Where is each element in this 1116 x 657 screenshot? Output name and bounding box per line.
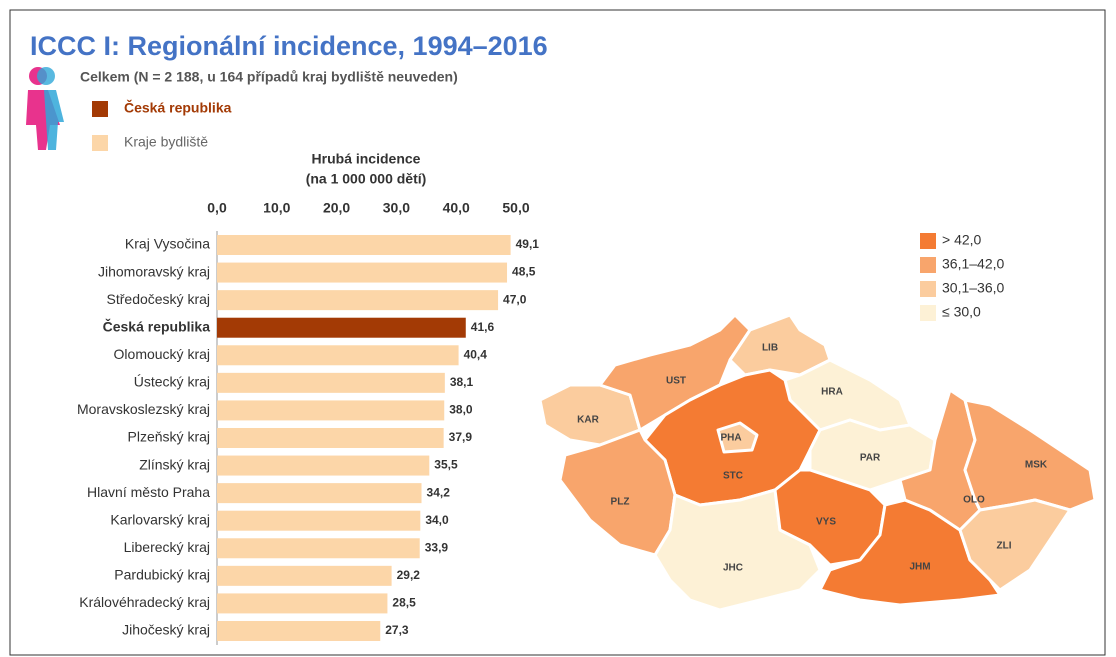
bar	[217, 510, 421, 531]
category-label: Plzeňský kraj	[128, 429, 210, 445]
category-label: Středočeský kraj	[107, 291, 210, 307]
value-label: 38,1	[450, 375, 474, 389]
bar	[217, 620, 381, 641]
region-label: PLZ	[611, 497, 630, 508]
category-label: Zlínský kraj	[139, 456, 210, 472]
region-label: LIB	[762, 343, 778, 354]
map-legend-label: 30,1–36,0	[942, 280, 1004, 296]
category-label: Pardubický kraj	[114, 567, 210, 583]
subtitle: Celkem (N = 2 188, u 164 případů kraj by…	[80, 69, 458, 85]
region-label: STC	[723, 471, 743, 482]
bar	[217, 593, 388, 614]
value-label: 41,6	[471, 320, 495, 334]
bar	[217, 345, 459, 366]
bar	[217, 538, 420, 559]
x-tick-label: 40,0	[443, 200, 470, 216]
category-label: Jihomoravský kraj	[98, 263, 210, 279]
bar	[217, 317, 466, 338]
value-label: 29,2	[397, 568, 421, 582]
category-label: Česká republika	[103, 317, 211, 334]
category-label: Ústecký kraj	[134, 374, 210, 390]
value-label: 35,5	[434, 458, 458, 472]
value-label: 38,0	[449, 403, 473, 417]
bar	[217, 483, 422, 504]
region	[958, 498, 1072, 592]
value-label: 27,3	[385, 623, 409, 637]
map-legend-label: 36,1–42,0	[942, 256, 1004, 272]
value-label: 34,0	[425, 513, 449, 527]
person-icon	[26, 67, 64, 150]
category-label: Moravskoslezský kraj	[77, 401, 210, 417]
bar	[217, 565, 392, 586]
bar	[217, 455, 430, 476]
x-tick-label: 0,0	[207, 200, 227, 216]
value-label: 34,2	[427, 485, 451, 499]
map-legend-label: ≤ 30,0	[942, 304, 981, 320]
value-label: 49,1	[516, 237, 540, 251]
region-label: HRA	[821, 387, 843, 398]
region-label: MSK	[1025, 460, 1048, 471]
bar	[217, 400, 445, 421]
category-label: Liberecký kraj	[124, 539, 210, 555]
category-label: Olomoucký kraj	[114, 346, 210, 362]
region-label: JHM	[909, 562, 930, 573]
map-legend-swatch	[920, 233, 936, 249]
x-tick-label: 20,0	[323, 200, 350, 216]
region-label: VYS	[816, 517, 836, 528]
value-label: 28,5	[392, 596, 416, 610]
category-label: Kraj Vysočina	[125, 236, 210, 252]
region-label: KAR	[577, 415, 599, 426]
axis-title: (na 1 000 000 dětí)	[306, 171, 427, 187]
title: ICCC I: Regionální incidence, 1994–2016	[30, 31, 548, 61]
bar	[217, 262, 508, 283]
category-label: Hlavní město Praha	[87, 484, 210, 500]
region-label: PAR	[860, 453, 881, 464]
map-legend-swatch	[920, 257, 936, 273]
region-label: OLO	[963, 495, 985, 506]
region-label: JHC	[723, 563, 743, 574]
map-legend-label: > 42,0	[942, 232, 982, 248]
axis-title: Hrubá incidence	[312, 151, 421, 167]
bar	[217, 235, 511, 255]
region-label: ZLI	[997, 541, 1012, 552]
bar	[217, 290, 499, 311]
x-tick-label: 10,0	[263, 200, 290, 216]
value-label: 47,0	[503, 292, 527, 306]
value-label: 33,9	[425, 540, 449, 554]
region-label: UST	[666, 376, 686, 387]
region-label: PHA	[720, 433, 741, 444]
x-tick-label: 30,0	[383, 200, 410, 216]
map-legend-swatch	[920, 281, 936, 297]
legend-swatch	[92, 135, 108, 151]
category-label: Jihočeský kraj	[122, 622, 210, 638]
bar	[217, 427, 444, 448]
bar	[217, 372, 445, 393]
region	[716, 421, 759, 454]
category-label: Královéhradecký kraj	[79, 594, 210, 610]
x-tick-label: 50,0	[502, 200, 529, 216]
legend-label: Kraje bydliště	[124, 134, 208, 150]
value-label: 37,9	[449, 430, 473, 444]
value-label: 48,5	[512, 265, 536, 279]
map-legend-swatch	[920, 305, 936, 321]
map	[538, 313, 1097, 612]
value-label: 40,4	[464, 347, 488, 361]
legend-swatch	[92, 101, 108, 117]
legend-label: Česká republika	[124, 99, 232, 116]
category-label: Karlovarský kraj	[110, 511, 210, 527]
